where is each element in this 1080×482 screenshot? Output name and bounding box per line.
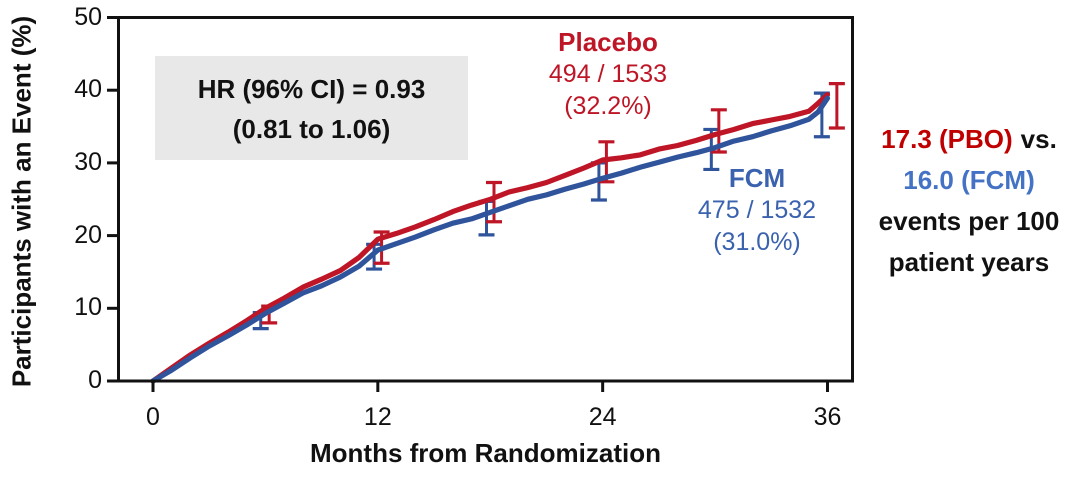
vs-text: vs. [1020, 124, 1057, 154]
x-axis-title: Months from Randomization [310, 438, 661, 468]
y-axis-title: Participants with an Event (%) [6, 15, 37, 388]
hr-line-1: HR (96% CI) = 0.93 [197, 74, 426, 104]
hr-line-2: (0.81 to 1.06) [232, 114, 391, 144]
event-rate-line-1: 17.3 (PBO) vs. [856, 119, 1080, 160]
hr-annotation-box: HR (96% CI) = 0.93 (0.81 to 1.06) [155, 56, 468, 160]
fcm-name: FCM [728, 163, 786, 193]
curve-placebo [150, 91, 831, 384]
placebo-name: Placebo [558, 27, 658, 57]
placebo-series-label: Placebo 494 / 1533 (32.2%) [503, 26, 713, 122]
event-rate-line-3: events per 100 [878, 206, 1060, 236]
pbo-rate-text: 17.3 (PBO) [881, 124, 1013, 154]
fcm-counts: 475 / 1532 [697, 196, 817, 224]
event-rate-line-4: patient years [888, 247, 1050, 277]
placebo-counts: 494 / 1533 [548, 60, 668, 88]
event-rate-panel: 17.3 (PBO) vs. 16.0 (FCM) events per 100 … [856, 119, 1080, 283]
curve-fcm [150, 95, 831, 384]
fcm-series-label: FCM 475 / 1532 (31.0%) [652, 162, 862, 258]
fcm-pct: (31.0%) [713, 228, 801, 256]
fcm-rate-text: 16.0 (FCM) [903, 165, 1035, 195]
placebo-pct: (32.2%) [564, 92, 652, 120]
